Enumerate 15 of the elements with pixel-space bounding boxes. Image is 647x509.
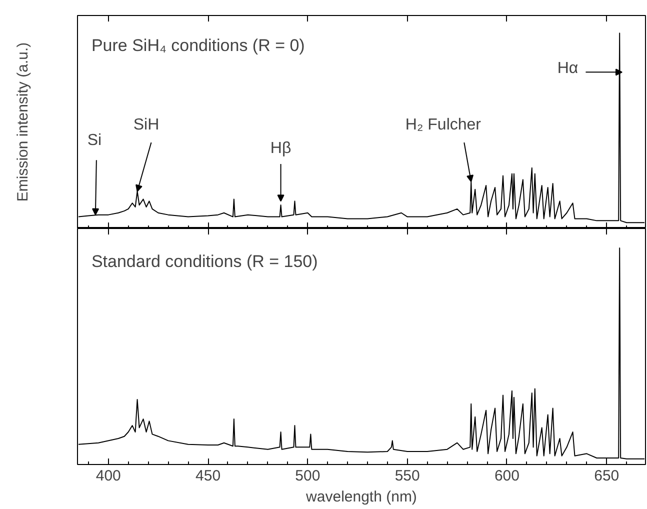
annotation: H₂ Fulcher — [405, 116, 482, 134]
x-tick-label: 600 — [494, 468, 520, 484]
annotation: Si — [87, 132, 102, 150]
annotation: Hβ — [270, 140, 292, 157]
x-tick-label: 400 — [96, 468, 121, 484]
annotation: Pure SiH₄ conditions (R = 0) — [91, 36, 305, 55]
y-axis-title: Emission intensity (a.u.) — [14, 42, 32, 202]
annotation: Hα — [557, 60, 578, 77]
annotation: SiH — [133, 116, 160, 134]
x-tick-label: 500 — [295, 468, 320, 484]
x-tick-label: 650 — [594, 468, 620, 484]
x-tick-label: 550 — [394, 468, 420, 484]
x-tick-label: 450 — [196, 468, 221, 484]
x-axis-title: wavelength (nm) — [305, 488, 417, 506]
annotation: Standard conditions (R = 150) — [91, 252, 318, 272]
